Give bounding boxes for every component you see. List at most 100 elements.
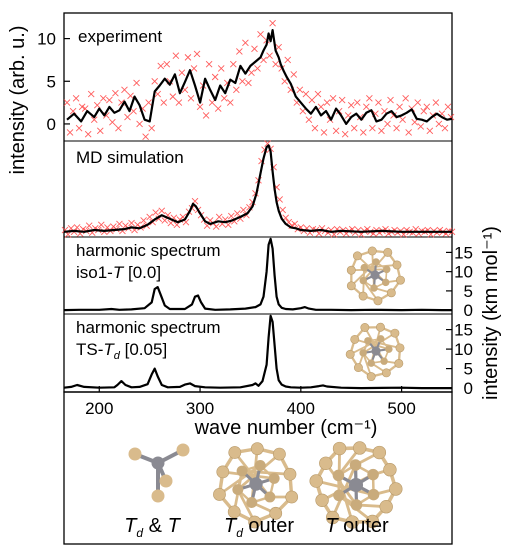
center-atom <box>371 346 381 356</box>
experiment-scatter-point <box>154 90 162 98</box>
y-tick-label: 10 <box>454 263 473 282</box>
md-panel <box>61 140 456 238</box>
experiment-scatter-point <box>251 45 258 53</box>
experiment-scatter-point <box>347 101 355 109</box>
experiment-scatter-point <box>239 77 246 85</box>
experiment-scatter-point <box>375 99 382 106</box>
atom <box>367 359 375 367</box>
experiment-scatter-point <box>399 116 406 123</box>
atom <box>373 296 383 306</box>
y-tick-label: 5 <box>464 360 473 379</box>
experiment-scatter-point <box>302 90 310 98</box>
experiment-scatter-point <box>121 86 128 94</box>
atom <box>385 345 393 353</box>
atom <box>360 263 369 272</box>
experiment-scatter-point <box>393 124 400 132</box>
experiment-scatter-point <box>169 93 177 100</box>
md-scatter-point <box>276 196 283 203</box>
atom <box>395 343 405 353</box>
experiment-scatter-point <box>205 60 213 68</box>
experiment-panel <box>63 19 455 141</box>
experiment-scatter-point <box>338 96 346 104</box>
experiment-scatter-point <box>308 96 316 104</box>
atom <box>372 445 387 460</box>
y-tick-label: 10 <box>37 30 56 49</box>
md-scatter-point <box>240 206 247 214</box>
md-line <box>63 144 452 233</box>
atom <box>349 459 362 471</box>
atom <box>213 488 226 501</box>
atom <box>236 465 248 477</box>
experiment-scatter-point <box>175 99 183 106</box>
experiment-scatter-point <box>432 99 440 106</box>
ts-label-line1: harmonic spectrum <box>76 318 221 337</box>
bond <box>367 339 401 349</box>
md-scatter-point <box>116 220 123 228</box>
experiment-label: experiment <box>78 27 162 46</box>
experiment-scatter-point <box>160 99 168 106</box>
iso1-label-line2: iso1-T [0.0] <box>76 263 161 282</box>
atom <box>269 506 283 520</box>
experiment-scatter-point <box>296 86 304 94</box>
experiment-scatter-point <box>366 95 373 102</box>
atom <box>396 275 405 285</box>
ts-panel <box>63 314 452 390</box>
experiment-scatter-point <box>136 120 143 128</box>
y-tick-label: 0 <box>47 115 56 134</box>
y-tick-label: 0 <box>464 379 473 398</box>
atom <box>350 499 363 511</box>
atom <box>367 468 379 481</box>
experiment-scatter-point <box>245 79 252 87</box>
experiment-line <box>66 29 453 125</box>
experiment-scatter-point <box>414 99 422 106</box>
atom <box>382 265 391 274</box>
experiment-scatter-point <box>115 124 122 132</box>
experiment-scatter-point <box>363 103 370 111</box>
experiment-scatter-point <box>266 52 273 59</box>
atom <box>386 288 396 298</box>
right-y-axis-label: intensity (km mol⁻¹) <box>480 226 502 400</box>
bond <box>242 469 291 476</box>
atom <box>151 489 165 503</box>
x-tick-label: 200 <box>85 399 113 418</box>
experiment-scatter-point <box>272 60 279 68</box>
experiment-scatter-point <box>353 99 361 106</box>
experiment-scatter-point <box>193 50 201 58</box>
atom <box>346 265 356 275</box>
experiment-scatter-point <box>387 96 394 104</box>
experiment-scatter-point <box>112 89 119 97</box>
atom <box>250 442 264 456</box>
atom <box>367 246 377 256</box>
experiment-scatter-point <box>341 130 349 138</box>
atom <box>360 323 370 332</box>
experiment-scatter-point <box>202 112 210 119</box>
x-tick-label: 500 <box>387 399 415 418</box>
experiment-scatter-point <box>417 123 425 130</box>
atom <box>228 446 242 459</box>
x-tick-label: 400 <box>287 399 315 418</box>
experiment-scatter-point <box>260 56 267 64</box>
experiment-scatter-point <box>269 19 276 27</box>
md-scatter-point <box>128 219 135 227</box>
atom <box>381 278 390 287</box>
atom <box>353 363 363 373</box>
ts-label-line2: TS-Td [0.05] <box>76 340 167 362</box>
left-y-axis-label: intensity (arb. u.) <box>7 26 29 175</box>
md-scatter-point <box>234 210 241 217</box>
experiment-scatter-point <box>254 65 261 72</box>
experiment-scatter-point <box>142 133 149 141</box>
experiment-scatter-point <box>290 71 298 78</box>
experiment-scatter-point <box>63 99 71 106</box>
md-scatter-point <box>152 209 160 216</box>
experiment-scatter-point <box>196 103 204 111</box>
experiment-scatter-point <box>426 127 434 135</box>
md-scatter-point <box>146 213 153 221</box>
experiment-scatter-point <box>214 105 222 112</box>
md-scatter-point <box>97 221 105 229</box>
center-atom <box>151 456 165 470</box>
atom <box>309 474 323 488</box>
md-scatter-point <box>73 224 81 231</box>
experiment-scatter-point <box>248 69 255 77</box>
md-scatter-point <box>227 212 235 220</box>
